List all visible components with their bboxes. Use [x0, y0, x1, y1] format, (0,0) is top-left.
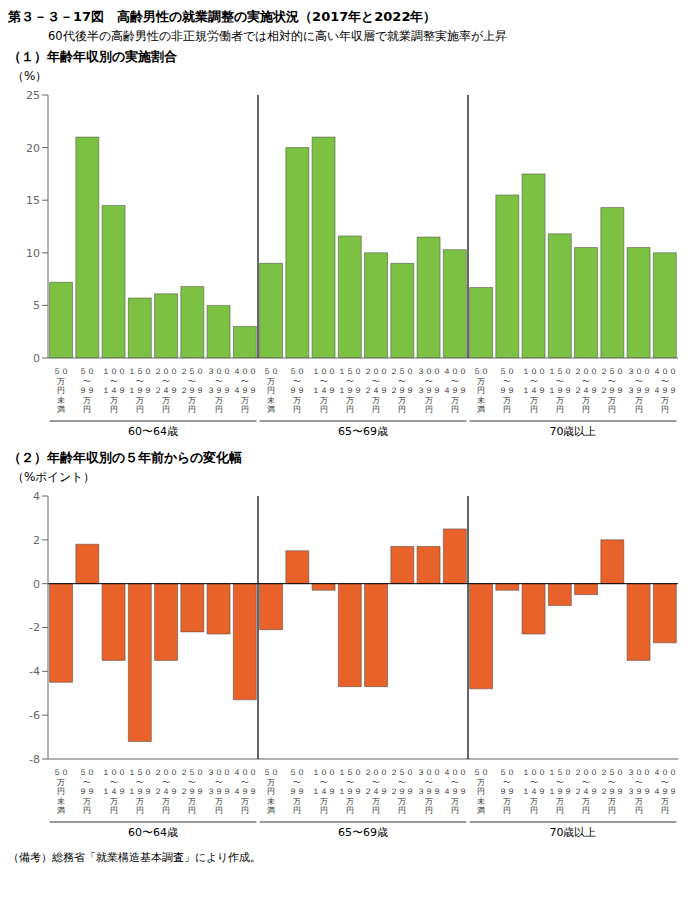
svg-text:１００〜１４９万円: １００〜１４９万円 — [522, 367, 546, 414]
svg-text:５０〜９９万円: ５０〜９９万円 — [499, 768, 515, 815]
html-text:第３－３－17図 高齢男性の就業調整の実施状況（2017年と: 第３－３－17図 高齢男性の就業調整の実施状況（2017年と2022年） — [8, 9, 437, 24]
svg-text:３００〜３９９万円: ３００〜３９９万円 — [207, 367, 231, 414]
svg-text:２００〜２４９万円: ２００〜２４９万円 — [364, 367, 388, 414]
svg-text:70歳以上: 70歳以上 — [550, 826, 597, 839]
svg-text:２００〜２４９万円: ２００〜２４９万円 — [154, 768, 178, 815]
svg-text:５０万円未満: ５０万円未満 — [263, 768, 279, 815]
svg-text:0: 0 — [33, 578, 40, 591]
svg-text:15: 15 — [26, 194, 40, 207]
svg-text:１５０〜１９９万円: １５０〜１９９万円 — [548, 768, 572, 815]
svg-text:65〜69歳: 65〜69歳 — [338, 826, 388, 839]
svg-text:１５０〜１９９万円: １５０〜１９９万円 — [128, 768, 152, 815]
html-text:（%ポイント）: （%ポイント） — [12, 470, 96, 484]
svg-text:２５０〜２９９万円: ２５０〜２９９万円 — [600, 367, 624, 414]
svg-text:５０〜９９万円: ５０〜９９万円 — [289, 367, 305, 414]
svg-text:４００〜４９９万円: ４００〜４９９万円 — [653, 768, 677, 815]
html-text:（備考）総務省「就業構造基本調査」により作成。: （備考）総務省「就業構造基本調査」により作成。 — [8, 851, 261, 864]
svg-text:１００〜１４９万円: １００〜１４９万円 — [522, 768, 546, 815]
svg-text:５０〜９９万円: ５０〜９９万円 — [79, 367, 95, 414]
svg-text:25: 25 — [26, 89, 40, 102]
svg-text:５０万円未満: ５０万円未満 — [53, 768, 69, 815]
svg-text:５０万円未満: ５０万円未満 — [263, 367, 279, 414]
html-text:（２）年齢年収別の５年前からの変化幅: （２）年齢年収別の５年前からの変化幅 — [8, 450, 242, 465]
svg-text:３００〜３９９万円: ３００〜３９９万円 — [627, 367, 651, 414]
svg-text:５０万円未満: ５０万円未満 — [473, 367, 489, 414]
svg-text:4: 4 — [33, 490, 40, 503]
svg-text:20: 20 — [26, 142, 40, 155]
svg-text:３００〜３９９万円: ３００〜３９９万円 — [207, 768, 231, 815]
svg-text:１５０〜１９９万円: １５０〜１９９万円 — [548, 367, 572, 414]
svg-text:0: 0 — [33, 352, 40, 365]
svg-text:１５０〜１９９万円: １５０〜１９９万円 — [338, 768, 362, 815]
svg-text:２００〜２４９万円: ２００〜２４９万円 — [574, 768, 598, 815]
svg-text:5: 5 — [33, 299, 40, 312]
svg-text:１５０〜１９９万円: １５０〜１９９万円 — [338, 367, 362, 414]
svg-text:２００〜２４９万円: ２００〜２４９万円 — [154, 367, 178, 414]
svg-text:-4: -4 — [29, 665, 40, 678]
svg-text:４００〜４９９万円: ４００〜４９９万円 — [443, 768, 467, 815]
svg-text:１００〜１４９万円: １００〜１４９万円 — [312, 367, 336, 414]
svg-text:１００〜１４９万円: １００〜１４９万円 — [102, 768, 126, 815]
svg-text:２５０〜２９９万円: ２５０〜２９９万円 — [180, 367, 204, 414]
svg-text:２００〜２４９万円: ２００〜２４９万円 — [364, 768, 388, 815]
svg-text:４００〜４９９万円: ４００〜４９９万円 — [233, 367, 257, 414]
svg-text:70歳以上: 70歳以上 — [550, 425, 597, 438]
svg-text:２５０〜２９９万円: ２５０〜２９９万円 — [390, 768, 414, 815]
svg-text:２５０〜２９９万円: ２５０〜２９９万円 — [600, 768, 624, 815]
svg-text:2: 2 — [33, 534, 40, 547]
svg-text:５０万円未満: ５０万円未満 — [473, 768, 489, 815]
svg-text:10: 10 — [26, 247, 40, 260]
svg-text:-6: -6 — [29, 709, 40, 722]
svg-text:４００〜４９９万円: ４００〜４９９万円 — [653, 367, 677, 414]
svg-text:-8: -8 — [29, 753, 40, 766]
svg-text:２５０〜２９９万円: ２５０〜２９９万円 — [390, 367, 414, 414]
svg-text:３００〜３９９万円: ３００〜３９９万円 — [627, 768, 651, 815]
svg-text:２００〜２４９万円: ２００〜２４９万円 — [574, 367, 598, 414]
svg-text:５０〜９９万円: ５０〜９９万円 — [79, 768, 95, 815]
svg-text:-2: -2 — [29, 621, 40, 634]
svg-text:５０〜９９万円: ５０〜９９万円 — [499, 367, 515, 414]
svg-text:５０万円未満: ５０万円未満 — [53, 367, 69, 414]
svg-text:４００〜４９９万円: ４００〜４９９万円 — [443, 367, 467, 414]
svg-text:１００〜１４９万円: １００〜１４９万円 — [312, 768, 336, 815]
svg-text:３００〜３９９万円: ３００〜３９９万円 — [417, 367, 441, 414]
svg-text:１００〜１４９万円: １００〜１４９万円 — [102, 367, 126, 414]
html-text:（１）年齢年収別の実施割合: （１）年齢年収別の実施割合 — [8, 49, 177, 64]
svg-text:３００〜３９９万円: ３００〜３９９万円 — [417, 768, 441, 815]
svg-text:65〜69歳: 65〜69歳 — [338, 425, 388, 438]
svg-text:４００〜４９９万円: ４００〜４９９万円 — [233, 768, 257, 815]
svg-text:60〜64歳: 60〜64歳 — [128, 425, 178, 438]
svg-text:60〜64歳: 60〜64歳 — [128, 826, 178, 839]
svg-text:１５０〜１９９万円: １５０〜１９９万円 — [128, 367, 152, 414]
html-text:60代後半の高齢男性の非正規労働者では相対的に高い年収層で就: 60代後半の高齢男性の非正規労働者では相対的に高い年収層で就業調整実施率が上昇 — [48, 29, 507, 43]
svg-text:２５０〜２９９万円: ２５０〜２９９万円 — [180, 768, 204, 815]
svg-text:５０〜９９万円: ５０〜９９万円 — [289, 768, 305, 815]
